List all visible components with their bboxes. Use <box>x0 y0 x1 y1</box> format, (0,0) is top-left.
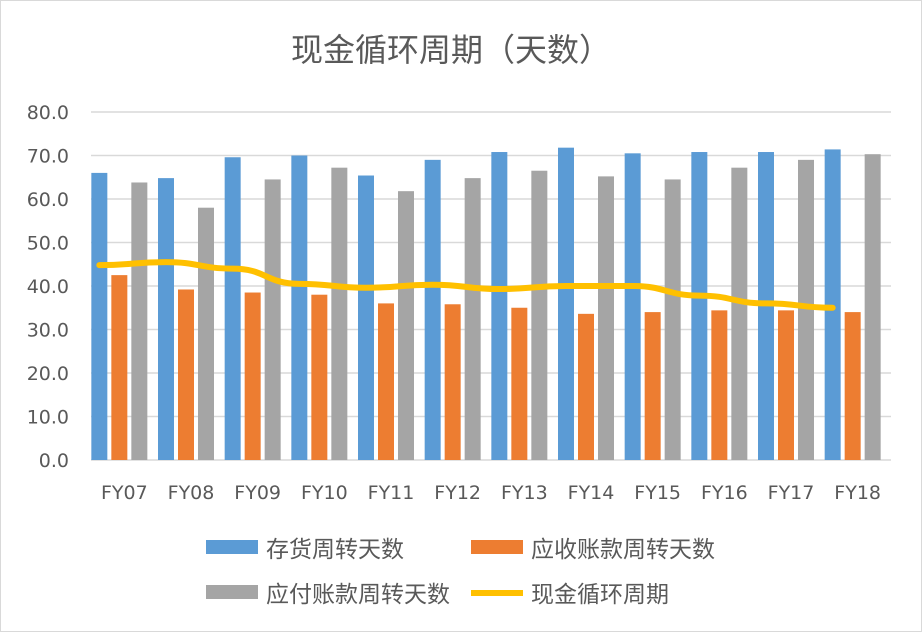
legend-label: 现金循环周期 <box>531 582 669 608</box>
legend-swatch <box>471 540 523 554</box>
bar-1 <box>424 159 441 460</box>
bar-3 <box>731 167 748 460</box>
bar-1 <box>491 152 508 460</box>
x-tick-label: FY09 <box>234 482 281 504</box>
bar-2 <box>111 275 128 460</box>
legend-swatch <box>206 585 258 599</box>
bar-2 <box>311 294 328 460</box>
legend-label: 应收账款周转天数 <box>531 537 715 563</box>
bar-1 <box>824 149 841 460</box>
y-tick-label: 80.0 <box>27 102 69 124</box>
x-tick-label: FY17 <box>768 482 815 504</box>
bar-3 <box>464 178 481 460</box>
bar-1 <box>691 152 708 460</box>
bar-2 <box>578 313 594 460</box>
y-tick-label: 30.0 <box>27 320 69 342</box>
x-tick-label: FY14 <box>568 482 615 504</box>
x-tick-label: FY11 <box>368 482 415 504</box>
legend-label: 应付账款周转天数 <box>266 582 450 608</box>
line-series <box>96 259 836 311</box>
bar-3 <box>331 167 348 460</box>
bar-3 <box>531 170 548 460</box>
x-tick-label: FY13 <box>501 482 548 504</box>
bar-2 <box>844 312 861 460</box>
y-tick-label: 0.0 <box>39 450 69 472</box>
bar-3 <box>264 179 281 461</box>
x-tick-label: FY12 <box>434 482 481 504</box>
x-tick-label: FY10 <box>301 482 348 504</box>
x-tick-label: FY08 <box>168 482 215 504</box>
y-tick-label: 60.0 <box>27 189 69 211</box>
bar-2 <box>711 310 728 460</box>
y-tick-label: 50.0 <box>27 233 69 255</box>
bar-2 <box>778 310 794 460</box>
y-tick-label: 70.0 <box>27 146 69 168</box>
bar-3 <box>798 159 814 460</box>
bar-2 <box>244 292 261 460</box>
legend-swatch <box>206 540 258 554</box>
x-tick-label: FY16 <box>701 482 748 504</box>
bar-2 <box>178 289 194 460</box>
x-tick-label: FY15 <box>634 482 681 504</box>
bar-1 <box>158 178 174 460</box>
bar-2 <box>644 312 661 460</box>
bar-3 <box>598 176 614 460</box>
bar-1 <box>558 147 574 461</box>
chart-title: 现金循环周期（天数） <box>291 31 611 69</box>
bar-1 <box>624 153 641 460</box>
bar-3 <box>864 154 881 460</box>
bar-2 <box>444 304 461 460</box>
y-tick-label: 10.0 <box>27 407 69 429</box>
y-tick-label: 20.0 <box>27 363 69 385</box>
bar-3 <box>664 179 681 461</box>
bar-2 <box>378 303 394 460</box>
bar-1 <box>224 157 241 461</box>
x-tick-label: FY18 <box>834 482 881 504</box>
bar-1 <box>291 155 308 460</box>
y-tick-label: 40.0 <box>27 276 69 298</box>
bar-1 <box>91 172 108 460</box>
bar-3 <box>398 191 414 461</box>
bar-1 <box>358 175 374 460</box>
bar-3 <box>198 207 214 460</box>
x-tick-label: FY07 <box>101 482 148 504</box>
legend-label: 存货周转天数 <box>266 537 404 563</box>
bar-2 <box>511 307 528 460</box>
bar-3 <box>131 182 148 460</box>
